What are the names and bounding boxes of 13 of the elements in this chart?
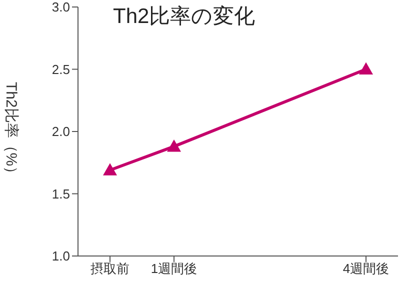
point: [359, 62, 373, 74]
y-tick-label: 1.0: [52, 248, 70, 264]
x-tick-label: 摂取前: [90, 261, 130, 276]
y-tick-label: 2.0: [52, 124, 70, 140]
y-axis-title: Th2比率（%）: [2, 82, 20, 182]
y-tick-label: 1.5: [52, 186, 70, 202]
x-tick-label: 4週間後: [342, 261, 390, 276]
point: [167, 139, 181, 152]
point: [103, 163, 117, 176]
chart-title: Th2比率の変化: [113, 4, 256, 30]
y-tick-label: 2.5: [52, 62, 70, 77]
x-tick-label: 1週間後: [150, 261, 198, 276]
y-tick-label: 3.0: [52, 0, 70, 15]
